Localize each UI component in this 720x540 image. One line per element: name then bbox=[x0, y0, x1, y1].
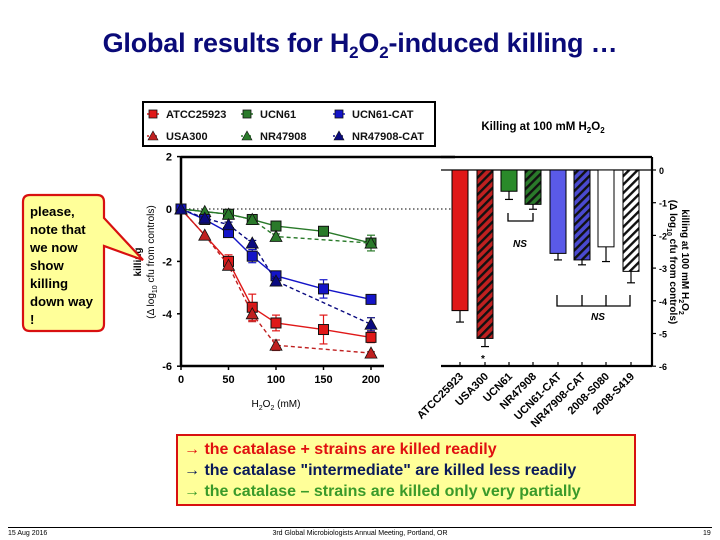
svg-text:killing: killing bbox=[133, 248, 144, 277]
ns-label: NS bbox=[591, 312, 605, 323]
bar-chart-killing-100mM: Killing at 100 mM H2O2 0 -1 -2 -3 -4 -5 -6 killi… bbox=[415, 121, 690, 430]
x-axis-label: H2O2 (mM) bbox=[252, 399, 301, 412]
data-point bbox=[245, 212, 259, 225]
legend-label: UCN61-CAT bbox=[352, 109, 414, 121]
bar-atcc25923 bbox=[451, 169, 469, 323]
x-tick-label: 200 bbox=[362, 374, 380, 386]
y-tick-label: -2 bbox=[162, 256, 172, 268]
bar-y-tick-label: 0 bbox=[659, 166, 664, 176]
data-point bbox=[270, 317, 282, 329]
svg-text:(Δ log10 cfu from controls): (Δ log10 cfu from controls) bbox=[146, 205, 159, 318]
arrow-right-icon: → bbox=[184, 483, 200, 500]
data-point bbox=[174, 202, 188, 215]
bar-2008-s419 bbox=[622, 169, 640, 284]
y-tick-label: -6 bbox=[162, 361, 172, 373]
x-tick-label: 100 bbox=[267, 374, 285, 386]
footer-divider bbox=[8, 527, 712, 528]
x-tick-label: 0 bbox=[178, 374, 184, 386]
data-point bbox=[246, 250, 258, 262]
data-point bbox=[245, 306, 259, 320]
callout-text: please, note that we now show killing do… bbox=[30, 204, 94, 327]
conclusion-line-catalase-positive: → the catalase + strains are killed read… bbox=[184, 441, 497, 458]
y-tick-label: -4 bbox=[162, 309, 173, 321]
ns-label: NS bbox=[513, 239, 527, 250]
legend-label: USA300 bbox=[166, 131, 208, 143]
bar-y-axis-label: killing at 100 mM H2O2(Δ log10 cfu from … bbox=[665, 200, 690, 324]
footer-date: 15 Aug 2016 bbox=[8, 530, 48, 537]
legend-label: NR47908 bbox=[260, 131, 306, 143]
bar-y-tick-label: -5 bbox=[659, 330, 667, 340]
x-tick-label: 50 bbox=[222, 374, 234, 386]
data-point bbox=[221, 258, 236, 271]
line-chart-legend bbox=[142, 101, 436, 147]
bar-y-tick-label: -2 bbox=[659, 231, 667, 241]
data-point bbox=[245, 236, 259, 249]
slide-title: Global results for H2O2-induced killing … bbox=[102, 28, 618, 62]
bar-chart-title: Killing at 100 mM H2O2 bbox=[481, 121, 605, 135]
data-point bbox=[318, 225, 329, 237]
legend-label: NR47908-CAT bbox=[352, 131, 424, 143]
bar-ucn61 bbox=[500, 169, 518, 201]
y-tick-label: 2 bbox=[166, 152, 172, 164]
bar-2008-s080 bbox=[597, 169, 615, 263]
significance-asterisk: * bbox=[481, 354, 485, 365]
data-point bbox=[365, 331, 377, 343]
data-point bbox=[269, 274, 283, 287]
bar-nr47908 bbox=[524, 169, 542, 210]
bar-nr47908-cat bbox=[573, 169, 591, 266]
conclusions-box: → the catalase + strains are killed read… bbox=[176, 434, 636, 506]
bar-y-tick-label: -4 bbox=[659, 297, 667, 307]
data-point bbox=[365, 293, 377, 305]
bar-y-tick-label: -1 bbox=[659, 199, 667, 209]
data-point bbox=[221, 217, 236, 231]
bar-usa300 bbox=[476, 169, 494, 348]
legend-marker-nr47908 bbox=[241, 130, 253, 141]
data-point bbox=[318, 283, 329, 295]
data-point bbox=[364, 236, 378, 249]
legend-label: ATCC25923 bbox=[166, 109, 226, 121]
data-point bbox=[364, 317, 378, 330]
arrow-right-icon: → bbox=[184, 462, 200, 479]
legend-marker-atcc25923 bbox=[148, 109, 158, 119]
legend-marker-ucn61-cat bbox=[334, 109, 344, 119]
series-nr47908-cat bbox=[174, 202, 378, 332]
y-tick-label: 0 bbox=[166, 204, 172, 216]
data-point bbox=[270, 220, 282, 232]
ns-bracket-catalase-intermediate bbox=[556, 295, 631, 307]
footer-event: 3rd Global Microbiologists Annual Meetin… bbox=[272, 530, 448, 537]
legend-marker-ucn61 bbox=[242, 109, 252, 119]
conclusion-line-catalase-negative: → the catalase – strains are killed only… bbox=[184, 483, 581, 500]
bar-ucn61-cat bbox=[549, 169, 567, 261]
data-point bbox=[318, 324, 329, 336]
data-point bbox=[269, 229, 283, 242]
ns-bracket-catalase-negative bbox=[507, 213, 534, 222]
bar-y-tick-label: -3 bbox=[659, 264, 667, 274]
svg-text:(Δ log10 cfu from controls): (Δ log10 cfu from controls) bbox=[665, 200, 678, 324]
arrow-right-icon: → bbox=[184, 441, 200, 458]
conclusion-line-catalase-intermediate: → the catalase "intermediate" are killed… bbox=[184, 462, 577, 479]
legend-marker-nr47908-cat bbox=[333, 130, 345, 141]
footer-page-number: 19 bbox=[703, 530, 711, 537]
svg-text:killing at 100 mM H2O2: killing at 100 mM H2O2 bbox=[677, 209, 690, 315]
data-point bbox=[364, 346, 378, 359]
line-chart-killing-vs-h2o2: ATCC25923 USA300 UCN61 NR47908 UCN61-CAT NR47… bbox=[133, 101, 455, 412]
data-point bbox=[198, 228, 212, 241]
callout-bubble bbox=[21, 193, 144, 333]
data-point bbox=[269, 338, 283, 351]
bar-y-tick-label: -6 bbox=[659, 362, 667, 372]
legend-label: UCN61 bbox=[260, 109, 296, 121]
x-tick-label: 150 bbox=[314, 374, 332, 386]
legend-marker-usa300 bbox=[147, 130, 159, 141]
data-point bbox=[198, 211, 212, 224]
y-axis-label: killing(Δ log10 cfu from controls) bbox=[133, 205, 159, 318]
